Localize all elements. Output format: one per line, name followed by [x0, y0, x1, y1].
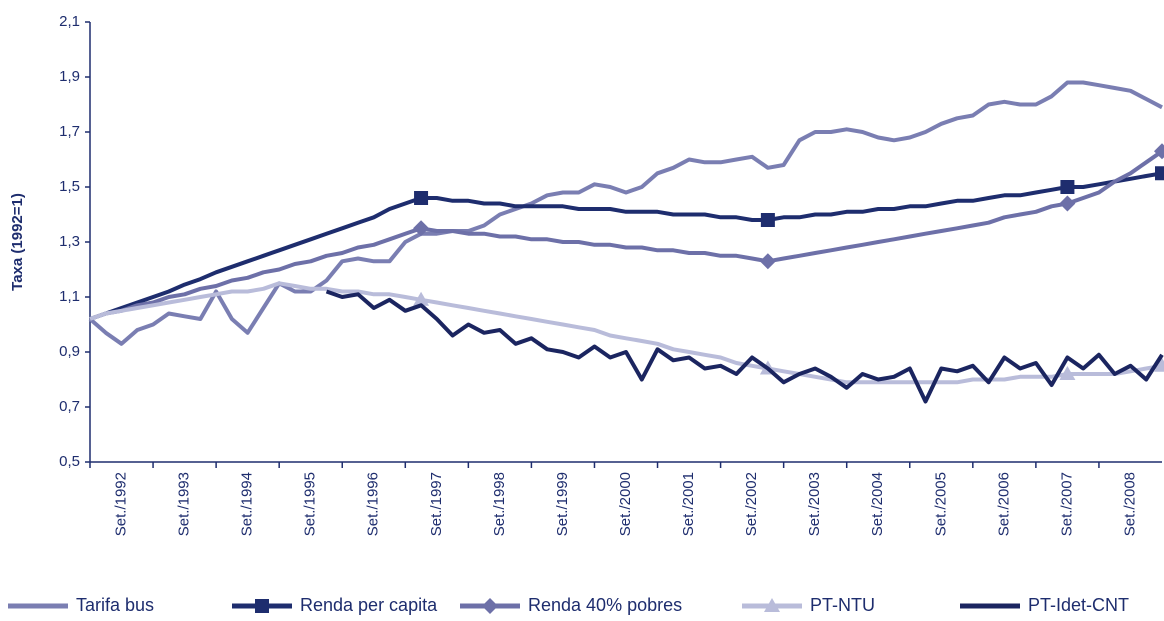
- legend-item: Renda 40% pobres: [460, 595, 682, 615]
- y-tick-label: 1,1: [59, 288, 80, 305]
- marker: [414, 191, 429, 205]
- legend-item: PT-NTU: [742, 595, 875, 615]
- marker: [413, 220, 430, 237]
- x-tick-label: Set./2007: [1058, 472, 1075, 536]
- marker: [482, 598, 498, 614]
- marker: [1154, 357, 1164, 372]
- marker: [759, 253, 776, 270]
- y-tick-label: 0,9: [59, 343, 80, 360]
- series-line: [89, 149, 1164, 321]
- y-tick-label: 2,1: [59, 13, 80, 30]
- marker: [764, 598, 780, 612]
- marker: [1060, 180, 1075, 194]
- legend-label: Tarifa bus: [76, 595, 154, 615]
- x-tick-label: Set./1996: [365, 472, 382, 536]
- y-axis-label: Taxa (1992=1): [9, 193, 26, 291]
- y-tick-label: 1,9: [59, 68, 80, 85]
- x-tick-label: Set./1993: [176, 472, 193, 536]
- x-tick-label: Set./1992: [112, 472, 129, 536]
- y-tick-label: 1,5: [59, 178, 80, 195]
- x-tick-label: Set./2004: [869, 472, 886, 536]
- marker: [1155, 166, 1164, 181]
- legend-label: PT-Idet-CNT: [1028, 595, 1129, 615]
- legend-item: PT-Idet-CNT: [960, 595, 1129, 615]
- legend-label: Renda 40% pobres: [528, 595, 682, 615]
- x-tick-label: Set./2002: [743, 472, 760, 536]
- x-tick-label: Set./2006: [995, 472, 1012, 536]
- x-tick-label: Set./2003: [806, 472, 823, 536]
- x-tick-label: Set./2008: [1121, 472, 1138, 536]
- x-tick-label: Set./1999: [554, 472, 571, 536]
- legend-item: Tarifa bus: [8, 595, 154, 615]
- marker: [413, 291, 430, 306]
- y-tick-label: 0,7: [59, 398, 80, 415]
- y-tick-label: 0,5: [59, 453, 80, 470]
- legend-label: PT-NTU: [810, 595, 875, 615]
- x-tick-label: Set./2001: [680, 472, 697, 536]
- series-line: [89, 171, 1163, 321]
- x-tick-label: Set./1994: [239, 472, 256, 536]
- x-tick-label: Set./2000: [617, 472, 634, 536]
- series-line: [88, 80, 1163, 346]
- y-tick-label: 1,7: [59, 123, 80, 140]
- marker: [1059, 195, 1076, 212]
- marker: [760, 213, 775, 227]
- marker: [1059, 366, 1076, 380]
- x-tick-label: Set./1995: [302, 472, 319, 536]
- marker: [1154, 143, 1164, 160]
- y-tick-label: 1,3: [59, 233, 80, 250]
- series-line: [325, 289, 1164, 404]
- series-line: [89, 281, 1163, 385]
- x-tick-label: Set./2005: [932, 472, 949, 536]
- x-tick-label: Set./1998: [491, 472, 508, 536]
- legend-label: Renda per capita: [300, 595, 438, 615]
- marker: [255, 599, 269, 613]
- legend-item: Renda per capita: [232, 595, 438, 615]
- x-tick-label: Set./1997: [428, 472, 445, 536]
